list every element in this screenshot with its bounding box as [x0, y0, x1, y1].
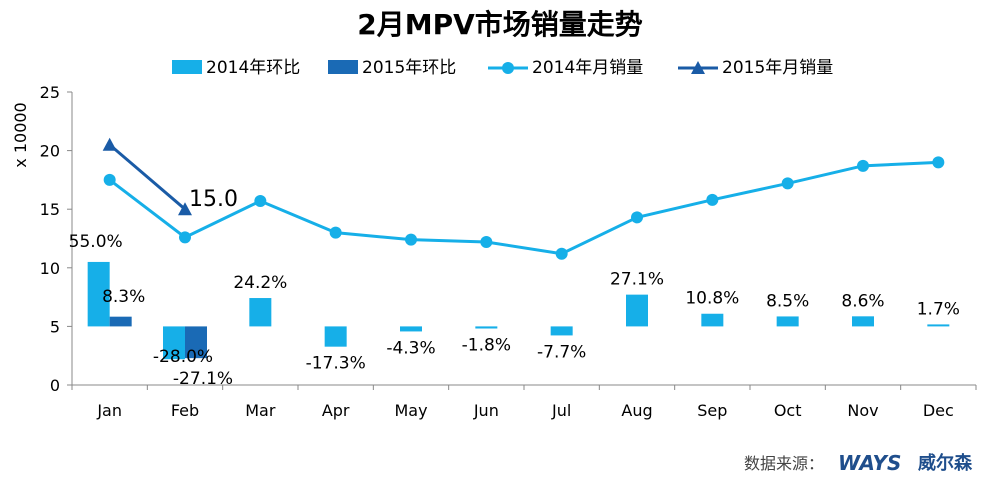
x-tick-label: Oct	[774, 401, 802, 420]
x-tick-label: Feb	[171, 401, 199, 420]
source-label: 数据来源：	[744, 454, 824, 473]
marker-2014	[781, 177, 794, 190]
y-tick-label: 5	[50, 317, 60, 336]
bar-label-2014: 1.7%	[917, 299, 960, 319]
marker-2014	[631, 211, 643, 224]
bar-label-2015: 8.3%	[102, 287, 145, 307]
bar-label-2014: 27.1%	[610, 270, 664, 290]
marker-2014	[480, 236, 493, 249]
marker-2014	[857, 159, 869, 172]
legend-swatch	[172, 60, 202, 74]
brand-logo: WAYS	[838, 451, 901, 475]
x-tick-label: Jul	[551, 401, 571, 420]
legend-label: 2015年月销量	[722, 58, 833, 78]
bar-label-2014: 55.0%	[69, 232, 123, 252]
bar-2014	[927, 324, 950, 327]
bar-label-2014: -17.3%	[306, 354, 366, 374]
bar-label-2014: 8.5%	[766, 291, 809, 311]
bars	[87, 261, 950, 360]
bar-label-2014: -1.8%	[462, 336, 511, 356]
bar-label-2015: -27.1%	[173, 369, 233, 389]
marker-2014	[179, 231, 191, 244]
bar-label-2014: 8.6%	[841, 291, 884, 311]
point-label-2015: 15.0	[189, 187, 238, 212]
line-2015	[108, 143, 186, 211]
bar-2014	[550, 326, 573, 336]
legend-swatch	[328, 60, 358, 74]
bar-2014	[701, 313, 724, 327]
legend-marker	[691, 61, 705, 74]
marker-2014	[555, 247, 568, 260]
bar-label-2014: 10.8%	[685, 289, 739, 309]
bar-2014	[324, 326, 347, 347]
axes: 0 5 10 15 20 25 Jan Feb Mar Apr May Jun Jul Aug Sep Oct…	[40, 83, 977, 420]
legend-label: 2015年环比	[362, 58, 456, 78]
x-tick-label: Dec	[923, 401, 954, 420]
brand-name-cn: 威尔森	[918, 452, 973, 474]
data-labels: 55.0% -28.0% 24.2% -17.3% -4.3% -1.8% -7.7% 27.…	[69, 187, 960, 389]
bar-2014	[776, 316, 799, 327]
x-tick-label: Jun	[473, 401, 499, 420]
y-tick-label: 20	[40, 142, 60, 161]
x-tick-label: Nov	[847, 401, 878, 420]
legend: 2014年环比 2015年环比 2014年月销量 2015年月销量	[172, 58, 833, 78]
marker-2015	[178, 202, 192, 216]
bar-label-2014: -7.7%	[537, 342, 586, 362]
bar-2014	[249, 298, 272, 327]
footer: 数据来源： WAYS 威尔森	[744, 451, 973, 475]
marker-2014	[706, 193, 719, 206]
x-tick-label: Mar	[245, 401, 276, 420]
chart-title: 2月MPV市场销量走势	[357, 8, 643, 41]
marker-2014	[103, 173, 116, 186]
line-2014	[108, 160, 939, 256]
marker-2014	[405, 233, 417, 246]
bar-label-2014: -28.0%	[153, 347, 213, 367]
bar-2014	[475, 326, 498, 329]
y-tick-label: 15	[40, 200, 60, 219]
bar-label-2014: 24.2%	[233, 273, 287, 293]
x-tick-label: Sep	[697, 401, 727, 420]
bar-2014	[163, 326, 185, 360]
y-tick-label: 25	[40, 83, 60, 102]
marker-2015	[102, 137, 117, 151]
x-tick-label: May	[394, 401, 427, 420]
marker-2014	[329, 226, 342, 239]
y-tick-label: 10	[40, 259, 60, 278]
marker-2014	[254, 194, 267, 207]
legend-marker	[502, 62, 514, 74]
marker-2014	[932, 156, 945, 169]
bar-label-2014: -4.3%	[386, 338, 435, 358]
x-tick-label: Aug	[621, 401, 652, 420]
legend-label: 2014年环比	[206, 58, 300, 78]
bar-2014	[626, 294, 648, 327]
y-tick-label: 0	[50, 376, 60, 395]
bar-2015	[109, 316, 132, 327]
bar-2014	[87, 261, 110, 327]
lines	[102, 137, 945, 260]
bar-2014	[400, 326, 422, 332]
y-axis-label: x 10000	[11, 102, 30, 167]
x-tick-label: Jan	[96, 401, 122, 420]
bar-2014	[852, 316, 874, 327]
x-tick-label: Apr	[322, 401, 350, 420]
bar-2015	[185, 326, 207, 359]
legend-label: 2014年月销量	[532, 58, 643, 78]
